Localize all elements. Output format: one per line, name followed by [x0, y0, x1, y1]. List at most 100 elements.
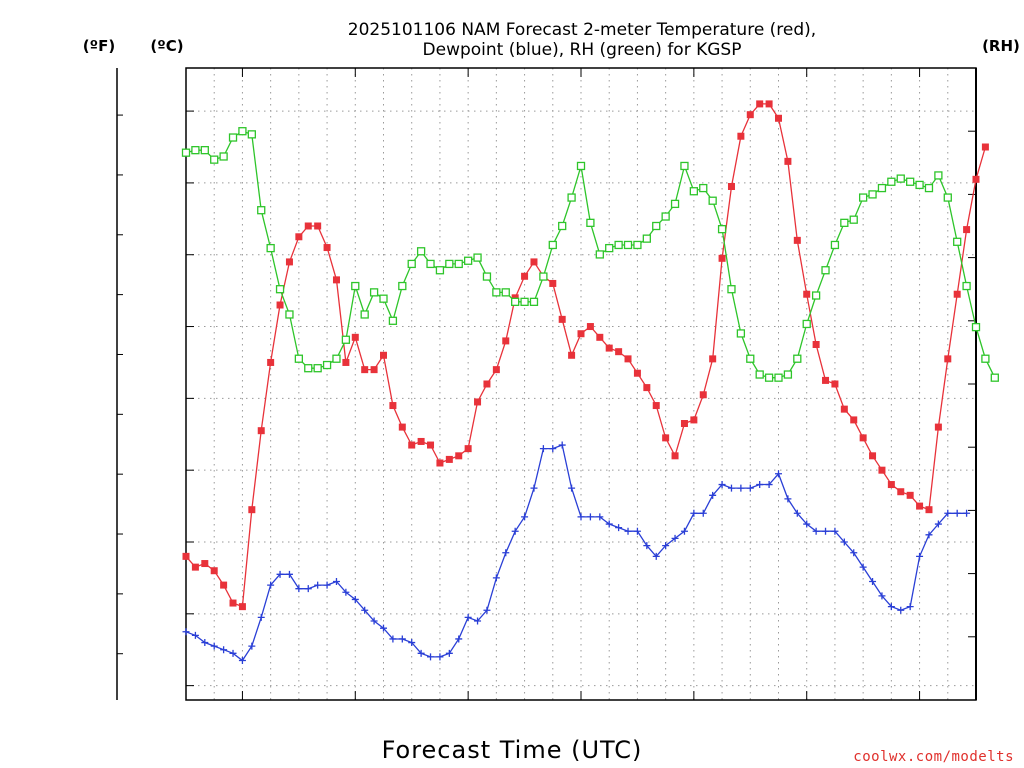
dewpoint-point [793, 509, 801, 517]
temperature-point [981, 143, 989, 151]
temperature-point [840, 405, 848, 413]
temperature-point [916, 502, 924, 510]
dewpoint-point [445, 649, 453, 657]
dewpoint-point [398, 635, 406, 643]
dewpoint-point [596, 513, 604, 521]
data-series [181, 100, 999, 664]
dewpoint-point [577, 513, 585, 521]
rh-point [783, 370, 793, 379]
rh-point [360, 310, 369, 319]
dewpoint-point [304, 585, 312, 593]
dewpoint-point [643, 542, 651, 550]
dewpoint-point [248, 642, 256, 650]
temperature-point [464, 445, 472, 453]
rh-point [454, 259, 463, 269]
rh-point [482, 272, 492, 281]
temperature-point [793, 236, 801, 244]
dewpoint-point [840, 538, 848, 546]
rh-point [407, 259, 416, 269]
temperature-point [361, 366, 369, 374]
temperature-point [248, 506, 256, 514]
temperature-point [398, 423, 406, 431]
dewpoint-point [916, 552, 924, 560]
rh-point [238, 127, 247, 136]
rh-point [191, 146, 200, 155]
dewpoint-point [332, 578, 340, 585]
dewpoint-point [925, 531, 933, 539]
dewpoint-point [436, 653, 444, 661]
temperature-point [267, 358, 275, 366]
temperature-point [238, 603, 246, 611]
dewpoint-point [417, 649, 425, 657]
temperature-point [257, 427, 265, 435]
dewpoint-point [906, 603, 914, 611]
temperature-point [624, 355, 632, 363]
rh-point [661, 212, 670, 221]
rh-point [717, 225, 727, 234]
rh-point [332, 354, 341, 363]
temperature-point [878, 466, 886, 474]
temperature-point [191, 563, 199, 571]
temperature-point [737, 132, 745, 140]
dewpoint-point [709, 491, 717, 499]
temperature-point [568, 351, 576, 359]
rh-point [915, 180, 924, 190]
temperature-point [859, 434, 867, 442]
temperature-point [492, 366, 500, 374]
dewpoint-point [605, 520, 613, 528]
rh-point [934, 171, 943, 180]
temperature-point [765, 100, 773, 108]
temperature-point [445, 455, 453, 463]
temperature-point [925, 506, 933, 514]
temperature-point [605, 344, 613, 352]
dewpoint-point [191, 631, 199, 639]
dewpoint-point [953, 509, 961, 517]
rh-point [689, 187, 699, 196]
rh-point [605, 243, 614, 253]
rh-point [548, 240, 557, 250]
rh-point [539, 272, 548, 281]
rh-point [200, 146, 209, 155]
rh-point [746, 354, 755, 363]
dewpoint-point [201, 639, 209, 647]
dewpoint-point [869, 578, 877, 585]
dewpoint-point [765, 481, 773, 489]
dewpoint-point [314, 581, 322, 589]
dewpoint-point [427, 653, 435, 661]
rh-point [228, 133, 238, 142]
temperature-point [906, 491, 914, 499]
dewpoint-point [511, 527, 519, 535]
temperature-point [897, 488, 905, 496]
dewpoint-point [586, 513, 594, 521]
temperature-point [934, 423, 942, 431]
rh-point [351, 281, 360, 291]
rh-point [971, 322, 981, 332]
x-axis-title: Forecast Time (UTC) [382, 736, 643, 764]
rh-point [614, 240, 623, 250]
rh-point [257, 206, 266, 215]
rh-point [266, 243, 275, 253]
rh-point [633, 240, 642, 250]
temperature-point [530, 258, 538, 266]
temperature-point [887, 481, 895, 489]
rh-point [473, 253, 482, 262]
dewpoint-line [185, 444, 967, 662]
rh-point [858, 193, 868, 202]
credit-text: coolwx.com/modelts [853, 749, 1014, 765]
rh-point [285, 310, 294, 319]
temperature-point [746, 111, 754, 119]
temperature-point [680, 420, 688, 427]
dewpoint-point [464, 613, 472, 621]
rh-point [896, 174, 905, 183]
dewpoint-point [380, 624, 387, 632]
dewpoint-point [737, 484, 745, 492]
rh-point [849, 215, 858, 224]
rh-point [887, 177, 896, 186]
rh-point [670, 199, 680, 209]
dewpoint-point [850, 549, 858, 557]
temperature-point [342, 358, 350, 366]
rh-point [492, 288, 501, 297]
rh-point [680, 161, 689, 171]
rh-point [181, 148, 191, 157]
rh-point [501, 288, 510, 297]
